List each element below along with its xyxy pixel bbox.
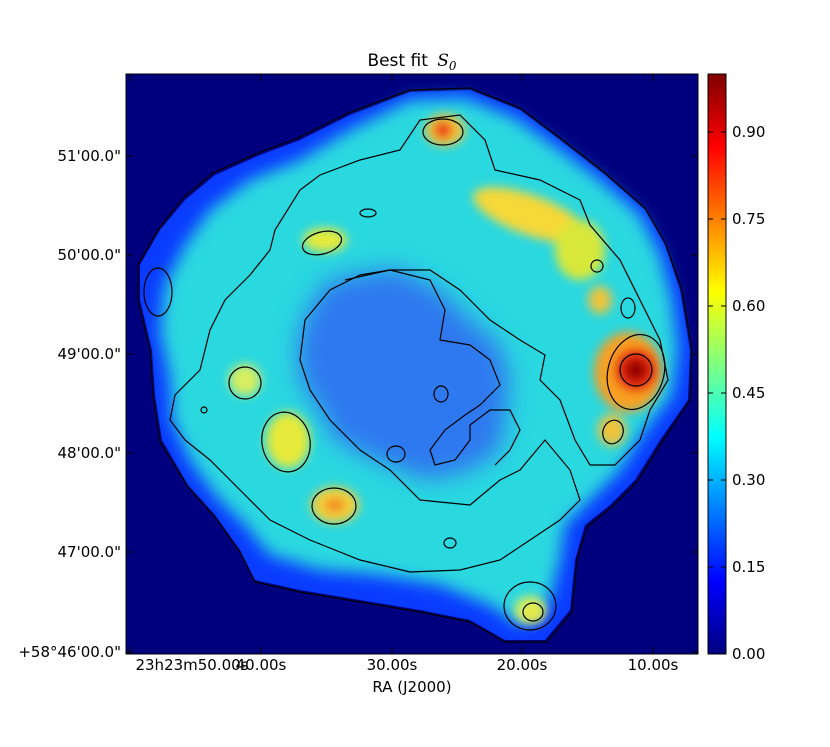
y-tick-label: 51'00.0" (57, 147, 121, 165)
contour-inner-east (344, 269, 521, 466)
peak-features (326, 123, 656, 619)
x-tick-label: 23h23m50.00s (135, 656, 248, 674)
colorbar-tick-label: 0.45 (732, 384, 765, 402)
x-tick-label: 20.00s (497, 656, 548, 674)
colorbar-axis: 0.00 0.15 0.30 0.45 0.60 0.75 0.90 (708, 123, 765, 663)
y-tick-label: 47'00.0" (57, 543, 121, 561)
contour-mid (169, 114, 669, 573)
remnant-interior (298, 268, 510, 480)
heatmap-image (126, 74, 698, 654)
y-tick-label: 48'00.0" (57, 444, 121, 462)
colorbar-tick-label: 0.30 (732, 471, 765, 489)
plot-frame (125, 73, 699, 655)
colorbar-tick-label: 0.60 (732, 297, 765, 315)
y-tick-label: 49'00.0" (57, 345, 121, 363)
y-axis: +58°46'00.0" 47'00.0" 48'00.0" 49'00.0" 50'0… (18, 147, 698, 661)
contour-lines (137, 87, 693, 643)
x-tick-label: 10.00s (628, 656, 679, 674)
y-tick-label: +58°46'00.0" (18, 643, 121, 661)
contour-outer (137, 87, 693, 643)
x-tick-label: 40.00s (236, 656, 287, 674)
y-tick-label: 50'00.0" (57, 246, 121, 264)
colorbar-tick-label: 0.75 (732, 210, 765, 228)
x-axis-title: RA (J2000) (372, 678, 451, 696)
x-tick-label: 30.00s (367, 656, 418, 674)
colorbar-tick-label: 0.15 (732, 558, 765, 576)
chart-title: Best fit S0 (367, 51, 456, 73)
colorbar-tick-label: 0.00 (732, 645, 765, 663)
colorbar-tick-label: 0.90 (732, 123, 765, 141)
